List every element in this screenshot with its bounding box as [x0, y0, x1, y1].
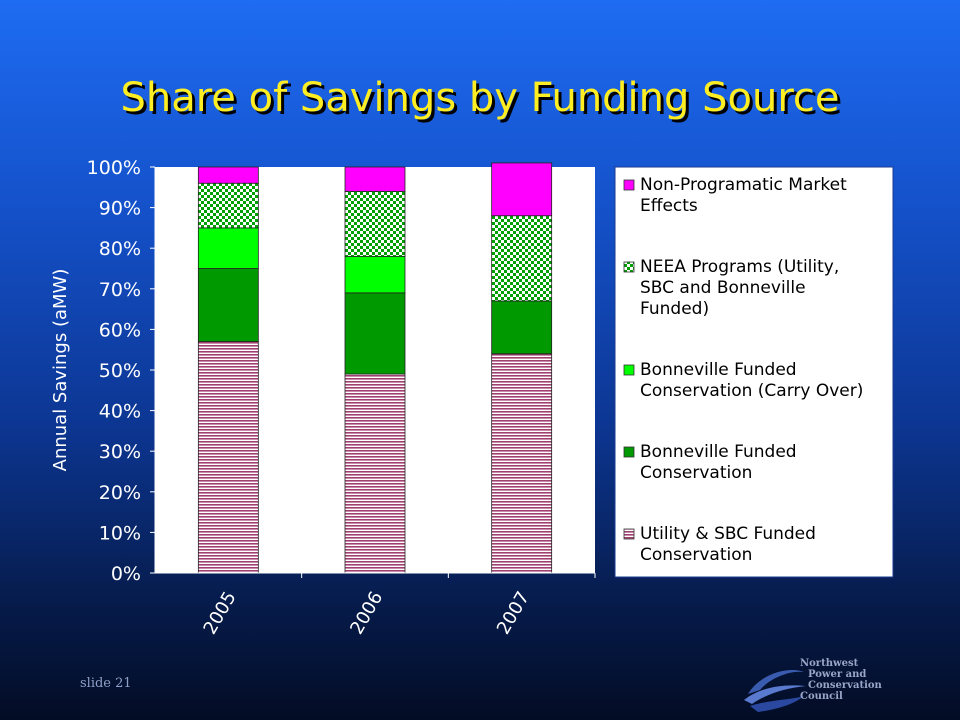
- bar-2005-series-2: [197, 268, 259, 342]
- x-tick-label: 2006: [346, 588, 387, 638]
- y-tick-label: 60%: [99, 319, 141, 341]
- legend-label: Utility & SBC Funded: [640, 524, 816, 544]
- legend-label: Bonneville Funded: [640, 442, 797, 462]
- legend-swatch-4: [623, 446, 635, 458]
- y-tick-label: 50%: [99, 360, 141, 382]
- y-tick-label: 90%: [99, 198, 141, 220]
- logo-text-line-3: Conservation: [808, 680, 882, 691]
- y-tick-label: 100%: [87, 157, 141, 179]
- council-logo-mark: [744, 670, 806, 712]
- y-tick-label: 70%: [99, 279, 141, 301]
- legend-label: Conservation: [640, 545, 752, 565]
- bar-2006-series-1: [344, 373, 406, 574]
- bar-2005-series-4: [197, 182, 259, 229]
- bar-2005-series-5: [197, 166, 259, 184]
- legend-label: Funded): [640, 299, 709, 319]
- bar-2007-series-5: [491, 162, 553, 217]
- legend-swatch-3: [623, 364, 635, 376]
- legend-label: Non-Programatic Market: [640, 175, 847, 195]
- legend-label: Conservation: [640, 463, 752, 483]
- y-tick-label: 40%: [99, 401, 141, 423]
- slide-title: Share of Savings by Funding Source: [120, 75, 840, 121]
- council-logo: Northwest Power and Conservation Council: [740, 656, 940, 716]
- logo-text-line-2: Power and: [808, 669, 867, 680]
- legend-label: NEEA Programs (Utility,: [640, 257, 839, 277]
- x-tick-label: 2007: [493, 588, 534, 638]
- bar-2007-series-2: [491, 300, 553, 355]
- logo-text-line-4: Council: [800, 691, 843, 702]
- y-tick-label: 10%: [99, 522, 141, 544]
- y-tick-label: 0%: [111, 563, 141, 585]
- y-axis-label: Annual Savings (aMW): [50, 269, 71, 472]
- legend-label: Effects: [640, 196, 698, 216]
- legend-box: [614, 166, 894, 578]
- y-tick-label: 20%: [99, 482, 141, 504]
- legend-label: SBC and Bonneville: [640, 278, 806, 298]
- legend-swatch-1: [623, 179, 635, 191]
- legend-swatch-2: [623, 261, 635, 273]
- bar-2005-series-1: [197, 341, 259, 574]
- y-tick-label: 80%: [99, 238, 141, 260]
- bar-2006-series-4: [344, 190, 406, 257]
- legend-swatch-5: [623, 528, 635, 540]
- slide-number: slide 21: [80, 676, 132, 691]
- x-tick-label: 2005: [200, 588, 241, 638]
- bar-2006-series-5: [344, 166, 406, 192]
- bar-2007-series-1: [491, 353, 553, 574]
- bar-2006-series-3: [344, 255, 406, 294]
- legend-label: Bonneville Funded: [640, 360, 797, 380]
- legend-label: Conservation (Carry Over): [640, 381, 863, 401]
- bar-2005-series-3: [197, 227, 259, 269]
- bar-2007-series-4: [491, 215, 553, 302]
- logo-text-line-1: Northwest: [800, 658, 859, 669]
- bar-2006-series-2: [344, 292, 406, 375]
- y-tick-label: 30%: [99, 441, 141, 463]
